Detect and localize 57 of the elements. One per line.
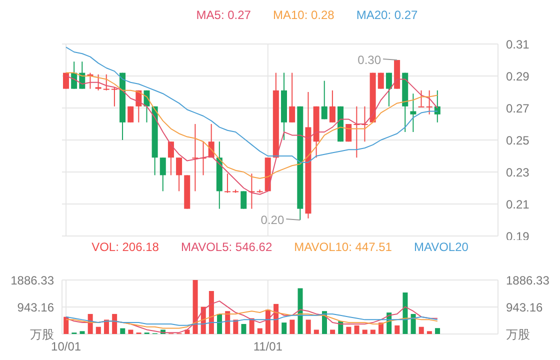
y-tick-label: 0.23 [506,165,530,180]
bar [128,330,134,334]
bar [120,328,126,334]
bar [362,330,368,334]
y-tick-label: 0.21 [506,197,530,212]
bar [112,314,118,334]
bar [192,280,198,334]
bar [257,328,262,334]
bar [64,316,69,334]
y-tick-label: 943.16 [17,300,54,314]
y-tick-label: 0.29 [506,69,530,84]
bar [354,325,360,334]
candlestick [418,90,424,108]
bar [290,320,295,334]
text: MAVOL20 [414,240,468,254]
y-tick-label: 0.27 [506,101,530,116]
bar [426,331,432,334]
bar [346,326,352,334]
bar [233,320,238,334]
candlestick [95,74,102,91]
bar [217,314,222,334]
text: MA5: 0.27 [196,8,251,22]
y-tick-label: 0.31 [506,37,530,52]
bar [241,324,246,334]
bar [80,331,85,334]
bar [298,288,303,334]
bar [418,326,424,334]
line-series [66,313,438,326]
y-tick-label: 0.25 [506,133,530,148]
text: MAVOL10: 447.51 [294,240,392,254]
bar [330,330,336,334]
text: VOL: 206.18 [92,240,159,254]
bar [370,330,376,334]
bar [282,322,287,334]
bar [435,328,440,334]
y-tick-label: 1886.33 [10,273,54,288]
annotation: 0.20 [260,213,284,227]
line-series [66,309,438,329]
bar [314,330,319,334]
bar [394,325,400,334]
bar [378,322,384,334]
bar [402,292,408,334]
line-series [66,72,438,179]
bar [96,326,101,334]
bar [306,320,311,334]
text: MA10: 0.28 [272,8,334,22]
candlestick [410,93,416,132]
bar [104,320,109,334]
annotation: 0.30 [358,53,382,67]
y-tick-label: 0.19 [506,229,530,244]
bar [410,314,416,334]
bar [208,291,214,334]
x-tick-label: 11/01 [253,340,283,354]
text: MAVOL5: 546.62 [180,240,272,254]
y-tick-label: 万股 [30,327,54,342]
x-tick-label: 10/01 [51,340,82,354]
text: MA20: 0.27 [356,8,418,22]
